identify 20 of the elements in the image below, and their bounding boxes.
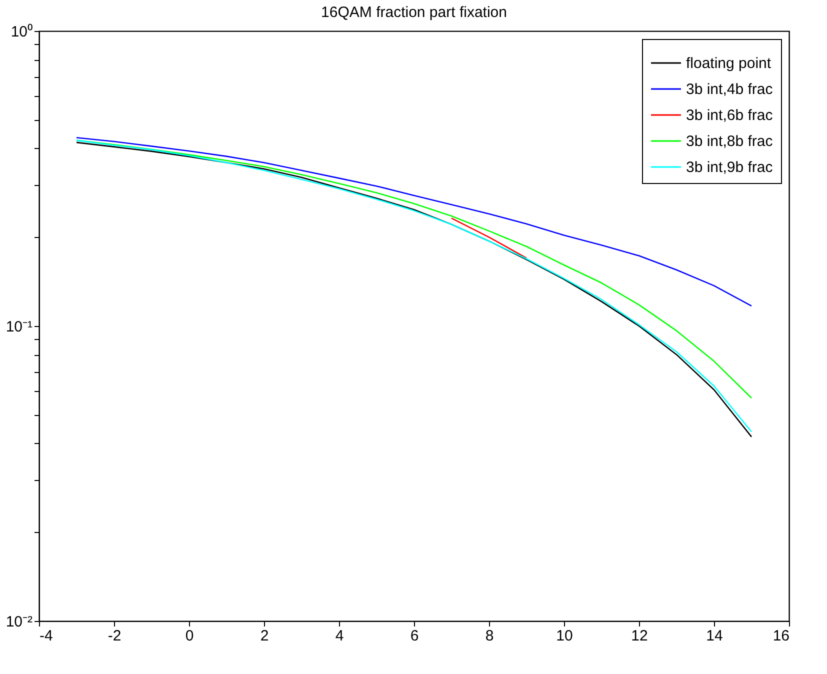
x-tick-label: -4 <box>40 628 53 644</box>
x-tick-label: 10 <box>556 628 573 644</box>
x-tick-label: -2 <box>108 628 122 644</box>
x-tick-label: 14 <box>706 628 723 644</box>
x-tick-label: 8 <box>485 628 494 644</box>
legend-label: floating point <box>686 55 772 72</box>
y-tick-label: 10⁰ <box>10 24 32 40</box>
y-tick-label: 10⁻² <box>6 614 32 630</box>
legend-label: 3b int,6b frac <box>686 107 774 124</box>
x-tick-label: 2 <box>260 628 269 644</box>
x-tick-label: 4 <box>335 628 344 644</box>
x-tick-label: 16 <box>772 628 790 644</box>
x-tick-label: 12 <box>631 628 648 644</box>
x-tick-label: 0 <box>185 628 194 644</box>
x-tick-label: 6 <box>410 628 419 644</box>
chart-title: 16QAM fraction part fixation <box>321 4 507 21</box>
legend-label: 3b int,4b frac <box>686 81 774 98</box>
legend-label: 3b int,8b frac <box>686 133 774 150</box>
y-tick-label: 10⁻¹ <box>6 318 32 336</box>
legend-label: 3b int,9b frac <box>686 159 774 176</box>
